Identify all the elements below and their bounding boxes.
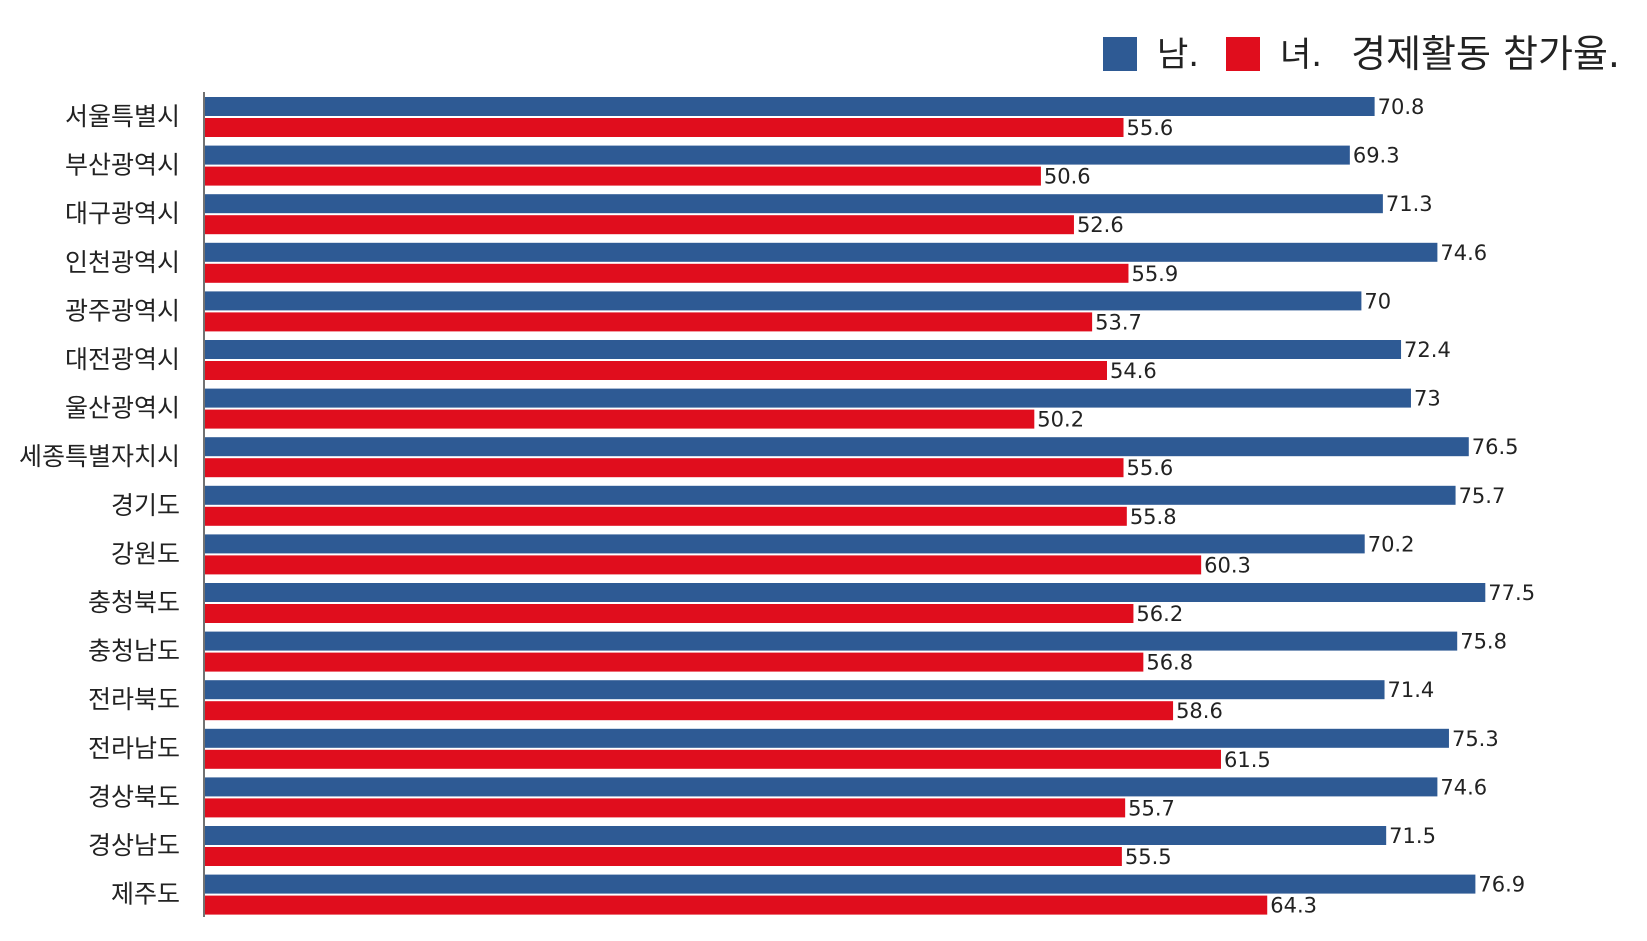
category-label: 대전광역시 [65, 345, 180, 374]
value-label-female: 50.6 [1044, 165, 1091, 189]
bar-female [205, 263, 1129, 283]
legend-swatch-female [1226, 37, 1260, 71]
legend: 남. 녀. 경제활동 참가율. [1103, 32, 1620, 76]
value-label-male: 70.8 [1378, 95, 1425, 119]
value-label-male: 77.5 [1488, 581, 1535, 605]
bar-female [205, 555, 1202, 575]
value-label-female: 61.5 [1224, 748, 1271, 772]
category-label: 세종특별자치시 [19, 442, 180, 471]
bars-group [205, 97, 1486, 915]
category-label: 경기도 [111, 491, 180, 520]
bar-female [205, 798, 1126, 818]
value-label-male: 73 [1414, 387, 1441, 411]
category-label: 강원도 [111, 539, 180, 568]
value-label-female: 53.7 [1095, 310, 1142, 334]
bar-male [205, 777, 1438, 797]
category-label: 광주광역시 [65, 296, 180, 325]
bar-female [205, 604, 1134, 623]
value-label-female: 52.6 [1077, 213, 1124, 237]
bar-male [205, 680, 1385, 700]
category-label: 전라북도 [88, 685, 180, 714]
bar-male [205, 194, 1383, 214]
bar-male [205, 291, 1362, 311]
bar-female [205, 847, 1122, 866]
value-label-male: 76.5 [1472, 435, 1519, 459]
value-label-male: 74.6 [1440, 775, 1487, 799]
value-label-male: 71.5 [1389, 824, 1436, 848]
bar-male [205, 437, 1469, 457]
legend-label-male: 남. [1157, 35, 1199, 75]
value-label-female: 55.8 [1130, 505, 1177, 529]
value-label-male: 71.4 [1388, 678, 1435, 702]
value-label-male: 74.6 [1440, 241, 1487, 265]
value-label-male: 71.3 [1386, 192, 1433, 216]
bar-female [205, 312, 1093, 332]
chart-title: 경제활동 참가율. [1351, 32, 1620, 76]
bar-female [205, 361, 1107, 380]
value-label-female: 54.6 [1110, 359, 1157, 383]
bar-female [205, 166, 1041, 186]
bar-male [205, 631, 1458, 651]
legend-swatch-male [1103, 37, 1137, 71]
bar-male [205, 728, 1449, 748]
value-label-female: 55.6 [1127, 456, 1174, 480]
category-labels: 서울특별시부산광역시대구광역시인천광역시광주광역시대전광역시울산광역시세종특별자… [19, 102, 180, 909]
value-label-female: 55.5 [1125, 845, 1172, 869]
value-label-male: 70.2 [1368, 532, 1415, 556]
category-label: 대구광역시 [65, 199, 180, 228]
value-label-male: 75.7 [1459, 484, 1506, 508]
category-label: 부산광역시 [65, 151, 180, 180]
value-label-female: 60.3 [1204, 553, 1251, 577]
bar-male [205, 583, 1486, 602]
bar-female [205, 701, 1174, 721]
value-label-male: 75.3 [1452, 727, 1499, 751]
value-label-male: 76.9 [1478, 873, 1525, 897]
bar-female [205, 409, 1035, 429]
bar-male [205, 145, 1350, 165]
bar-male [205, 826, 1387, 845]
bar-male [205, 485, 1456, 505]
bar-male [205, 340, 1402, 359]
value-label-female: 56.2 [1136, 602, 1183, 626]
value-label-female: 55.7 [1128, 796, 1175, 820]
value-label-male: 69.3 [1353, 144, 1400, 168]
value-label-female: 55.9 [1131, 262, 1178, 286]
category-label: 충청남도 [88, 637, 180, 666]
bar-female [205, 749, 1221, 769]
bar-female [205, 652, 1144, 672]
value-label-male: 70 [1364, 289, 1391, 313]
category-label: 제주도 [111, 880, 180, 909]
bar-male [205, 874, 1476, 894]
value-label-female: 56.8 [1146, 651, 1193, 675]
category-label: 울산광역시 [65, 394, 180, 423]
value-label-male: 72.4 [1404, 338, 1451, 362]
bar-male [205, 534, 1365, 554]
legend-label-female: 녀. [1280, 35, 1322, 75]
value-label-female: 64.3 [1270, 894, 1317, 918]
bar-female [205, 118, 1124, 137]
category-label: 서울특별시 [65, 102, 180, 131]
value-label-female: 58.6 [1176, 699, 1223, 723]
bar-female [205, 506, 1127, 526]
bar-female [205, 458, 1124, 478]
bar-female [205, 895, 1268, 915]
value-labels: 70.8 55.6 69.3 50.6 71.3 52.6 74.6 55.9 70 53.7 72… [1037, 95, 1535, 918]
category-label: 인천광역시 [65, 248, 180, 277]
bar-male [205, 242, 1438, 262]
bar-female [205, 215, 1074, 235]
category-label: 경상북도 [88, 782, 180, 811]
category-label: 경상남도 [88, 831, 180, 860]
value-label-female: 55.6 [1127, 116, 1174, 140]
category-label: 충청북도 [88, 588, 180, 617]
category-label: 전라남도 [88, 734, 180, 763]
value-label-female: 50.2 [1037, 408, 1084, 432]
bar-male [205, 97, 1375, 116]
value-label-male: 75.8 [1460, 630, 1507, 654]
bar-male [205, 388, 1411, 408]
